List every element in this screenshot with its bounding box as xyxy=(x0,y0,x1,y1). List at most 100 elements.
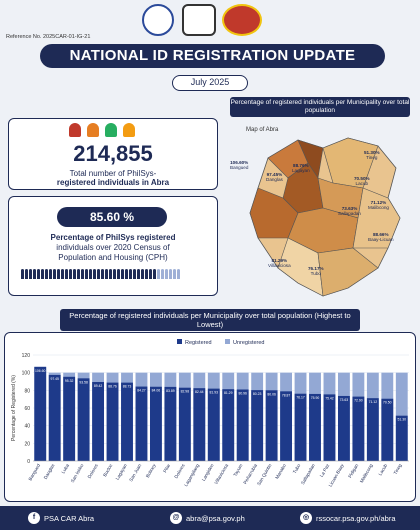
person-icon xyxy=(117,269,120,279)
map-label-name: Baay-Licuan xyxy=(368,237,394,242)
bar-value-label: 70.50 xyxy=(383,401,392,405)
bar-value-label: 95.32 xyxy=(65,379,74,383)
person-icon xyxy=(65,269,68,279)
map-municipality-label: 88.76% Lagayan xyxy=(292,163,310,173)
bar-value-label: 80.06 xyxy=(267,392,276,396)
legend-swatch-registered xyxy=(177,339,182,344)
x-tick-label: Villaviciosa xyxy=(213,463,229,485)
person-icon xyxy=(81,269,84,279)
percent-value: 85.60 % xyxy=(57,207,167,227)
bar-value-label: 106.60 xyxy=(35,369,45,373)
x-tick-label: Langiden xyxy=(201,463,215,482)
bar-registered xyxy=(207,388,220,461)
bar-value-label: 89.42 xyxy=(94,384,103,388)
bar-registered xyxy=(193,388,206,461)
legend-label-registered: Registered xyxy=(185,340,212,346)
person-icon xyxy=(125,269,128,279)
bar-registered xyxy=(121,382,133,461)
person-icon xyxy=(93,269,96,279)
person-icon xyxy=(109,269,112,279)
bar-value-label: 93.58 xyxy=(79,380,88,384)
bar-value-label: 97.45 xyxy=(50,377,59,381)
person-icon xyxy=(149,269,152,279)
map-label-percent: 51.30% xyxy=(364,150,380,155)
x-tick-label: Tineg xyxy=(393,463,403,476)
bagong-pilipinas-logo xyxy=(222,4,262,36)
map-label-percent: 106.60% xyxy=(230,160,249,165)
map-label-percent: 71.12% xyxy=(370,200,387,205)
x-tick-label: Lacub xyxy=(378,463,389,477)
globe-icon: ◎ xyxy=(300,512,312,524)
person-icon xyxy=(165,269,168,279)
footer: f PSA CAR Abra @ abra@psa.gov.ph ◎ rssoc… xyxy=(0,506,420,530)
bar-registered xyxy=(149,386,162,461)
percent-card: 85.60 % Percentage of PhilSys registered… xyxy=(8,196,218,296)
x-tick-label: Lagangilang xyxy=(183,463,200,488)
person-icon xyxy=(73,269,76,279)
bar-registered xyxy=(106,382,119,461)
x-tick-label: Pidigan xyxy=(347,463,359,479)
bar-value-label: 84.27 xyxy=(137,389,146,393)
bar-registered xyxy=(280,391,293,461)
x-tick-label: Peñarrubia xyxy=(242,463,258,485)
person-icon xyxy=(61,269,64,279)
bar-value-label: 72.90 xyxy=(354,399,363,403)
percent-label-2: individuals over 2020 Census of xyxy=(56,243,170,252)
x-tick-label: Malibcong xyxy=(359,463,374,484)
x-tick-label: Sallapadan xyxy=(300,463,316,486)
bar-value-label: 83.89 xyxy=(166,389,175,393)
population-icons xyxy=(21,269,180,279)
total-label-2: registered individuals in Abra xyxy=(56,178,170,187)
map-label-percent: 76.17% xyxy=(308,266,324,271)
bar-value-label: 75.42 xyxy=(325,396,334,400)
bar-value-label: 82.98 xyxy=(181,390,190,394)
y-axis-label: Percentage of Registered (%) xyxy=(11,375,17,441)
total-label-1: Total number of PhilSys- xyxy=(69,169,157,178)
x-tick-label: Bucloc xyxy=(102,462,114,477)
bar-registered xyxy=(265,390,278,461)
bar-registered xyxy=(381,398,394,461)
bar-value-label: 82.44 xyxy=(195,390,204,394)
bar-registered xyxy=(366,398,379,461)
facebook-label: PSA CAR Abra xyxy=(44,513,95,523)
y-tick-label: 0 xyxy=(27,459,30,465)
person-icon xyxy=(173,269,176,279)
map-label-percent: 88.66% xyxy=(372,232,389,237)
person-icon xyxy=(137,269,140,279)
bar-value-label: 81.93 xyxy=(210,391,219,395)
bar-chart: Registered Unregistered 0 20 40 60 80 100 120 Per… xyxy=(11,339,409,488)
person-icon xyxy=(161,269,164,279)
footer-facebook[interactable]: f PSA CAR Abra xyxy=(28,512,94,524)
y-tick-label: 80 xyxy=(24,388,30,394)
bar-registered xyxy=(34,366,47,461)
person-icon xyxy=(105,269,108,279)
percent-label-1: Percentage of PhilSys registered xyxy=(50,233,176,242)
person-icon xyxy=(77,269,80,279)
map-municipality-label: 97.45% Danglas xyxy=(266,172,283,182)
map-municipality-label: 76.17% Tubo xyxy=(308,266,324,276)
person-icon xyxy=(141,269,144,279)
x-tick-label: Luba xyxy=(61,463,71,475)
person-icon xyxy=(129,269,132,279)
map-label-name: Malibcong xyxy=(368,205,389,210)
footer-email[interactable]: @ abra@psa.gov.ph xyxy=(170,512,245,524)
person-icon xyxy=(29,269,32,279)
bar-value-label: 73.63 xyxy=(340,398,349,402)
bar-value-label: 51.30 xyxy=(398,418,407,422)
map-municipality-label: 71.12% Malibcong xyxy=(368,200,389,210)
map-label-percent: 97.45% xyxy=(266,172,283,177)
footer-website[interactable]: ◎ rssocar.psa.gov.ph/abra xyxy=(300,512,396,524)
bar-registered xyxy=(395,415,408,461)
x-tick-label: San Isidro xyxy=(70,463,85,484)
x-tick-label: Tubo xyxy=(292,463,302,475)
x-tick-label: Danglas xyxy=(43,462,56,480)
x-tick-label: Dolores xyxy=(87,462,100,479)
percent-label-3: Population and Housing (CPH) xyxy=(58,253,168,262)
person-icon xyxy=(45,269,48,279)
bar-registered xyxy=(323,394,336,461)
map-municipality-label: 81.29% Villaviciosa xyxy=(268,258,291,268)
map-municipality-label: 51.30% Tineg xyxy=(364,150,380,160)
person-icon xyxy=(153,269,156,279)
people-icon xyxy=(69,123,135,137)
bar-registered xyxy=(92,382,105,461)
